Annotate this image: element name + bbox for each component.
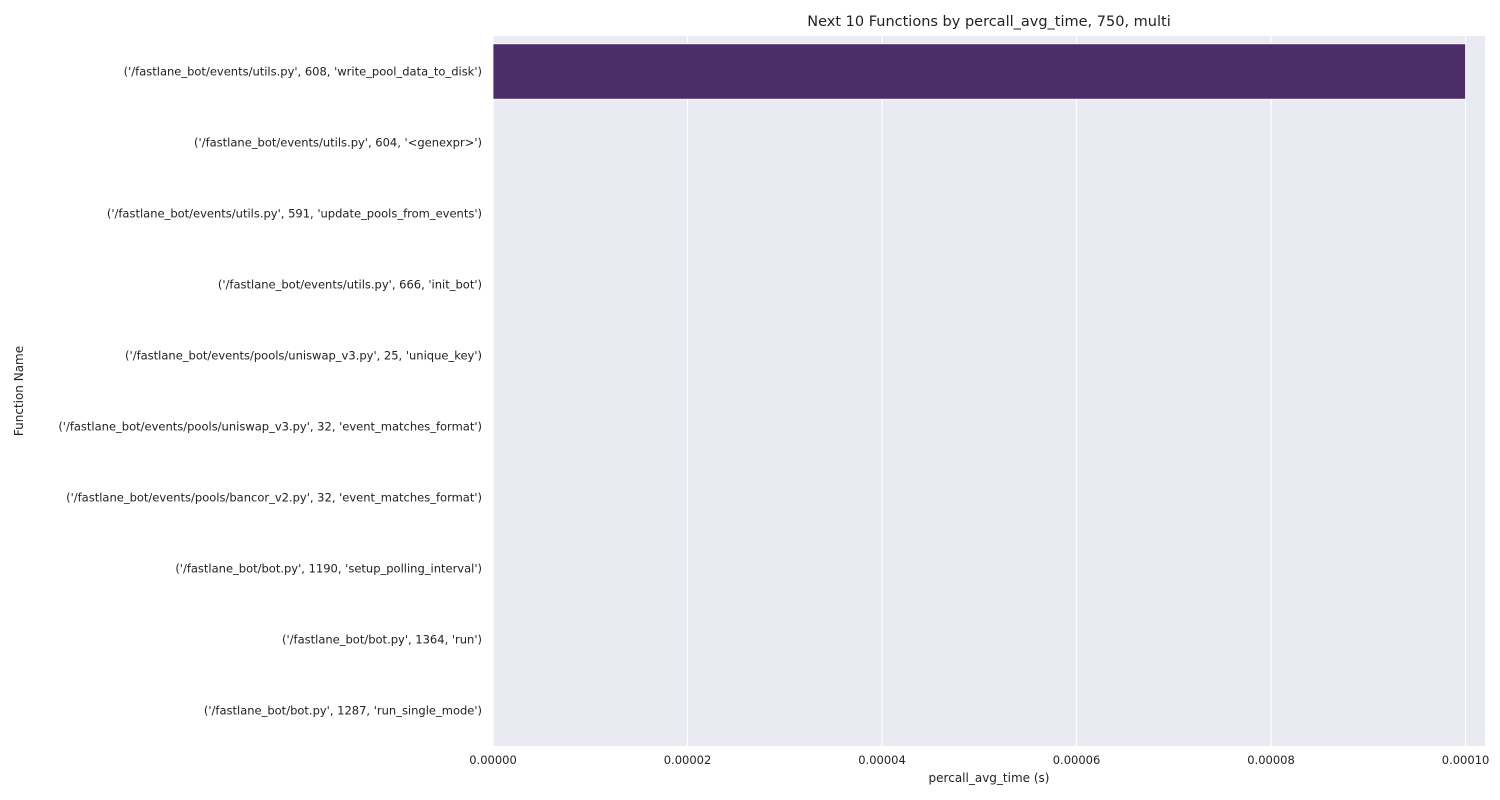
y-tick-label: ('/fastlane_bot/bot.py', 1287, 'run_sing… <box>204 704 482 718</box>
grid-lines <box>492 36 1467 746</box>
x-tick-label: 0.00010 <box>1442 753 1490 767</box>
y-tick-label: ('/fastlane_bot/events/pools/uniswap_v3.… <box>58 420 482 434</box>
x-tick-label: 0.00000 <box>469 753 517 767</box>
x-tick-label: 0.00004 <box>858 753 906 767</box>
x-tick-labels: 0.00000 0.00002 0.00004 0.00006 0.00008 0.000… <box>469 753 1489 767</box>
y-tick-label: ('/fastlane_bot/bot.py', 1190, 'setup_po… <box>175 562 482 576</box>
y-tick-label: ('/fastlane_bot/events/utils.py', 591, '… <box>107 207 482 221</box>
y-tick-label: ('/fastlane_bot/events/utils.py', 608, '… <box>124 65 482 79</box>
y-tick-label: ('/fastlane_bot/bot.py', 1364, 'run') <box>282 633 482 647</box>
bar <box>492 43 1466 100</box>
x-tick-label: 0.00006 <box>1053 753 1101 767</box>
x-tick-label: 0.00002 <box>664 753 712 767</box>
y-tick-label: ('/fastlane_bot/events/pools/uniswap_v3.… <box>125 349 482 363</box>
y-tick-label: ('/fastlane_bot/events/pools/bancor_v2.p… <box>66 491 482 505</box>
y-axis-label: Function Name <box>12 346 26 436</box>
y-tick-label: ('/fastlane_bot/events/utils.py', 666, '… <box>218 278 482 292</box>
x-axis-label: percall_avg_time (s) <box>929 771 1050 785</box>
bars <box>492 43 1466 100</box>
x-tick-label: 0.00008 <box>1247 753 1295 767</box>
chart-title: Next 10 Functions by percall_avg_time, 7… <box>807 14 1170 30</box>
y-tick-label: ('/fastlane_bot/events/utils.py', 604, '… <box>194 136 482 150</box>
y-tick-labels: ('/fastlane_bot/events/utils.py', 608, '… <box>58 65 482 718</box>
plot-area <box>493 36 1485 746</box>
